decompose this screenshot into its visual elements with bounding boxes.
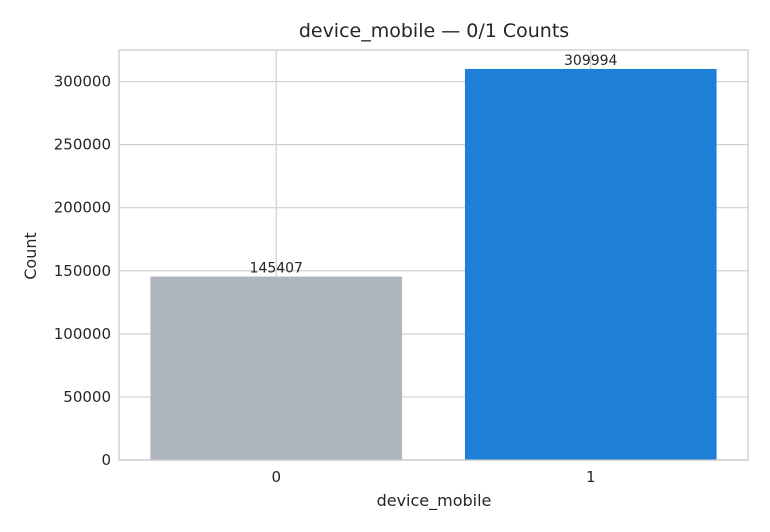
y-tick-label: 0 <box>101 451 111 469</box>
y-tick-label: 300000 <box>54 73 111 91</box>
y-tick-label: 200000 <box>54 199 111 217</box>
y-tick-label: 100000 <box>54 325 111 343</box>
y-tick-label: 150000 <box>54 262 111 280</box>
bar-0 <box>150 276 403 460</box>
y-axis-ticks: 0 50000 100000 150000 200000 250000 300000 <box>54 73 111 469</box>
y-tick-label: 50000 <box>63 388 111 406</box>
bar-value-label: 309994 <box>564 53 618 69</box>
chart-title: device_mobile — 0/1 Counts <box>299 20 569 42</box>
bar-1 <box>464 68 717 460</box>
data-labels: 145407 309994 <box>250 53 618 277</box>
y-tick-label: 250000 <box>54 136 111 154</box>
x-tick-label: 0 <box>271 468 281 486</box>
bars <box>150 68 717 460</box>
bar-value-label: 145407 <box>250 261 303 277</box>
y-axis-label: Count <box>21 232 40 280</box>
plot-frame <box>118 49 749 461</box>
x-tick-label: 1 <box>586 468 596 486</box>
x-axis-label: device_mobile <box>377 491 492 511</box>
